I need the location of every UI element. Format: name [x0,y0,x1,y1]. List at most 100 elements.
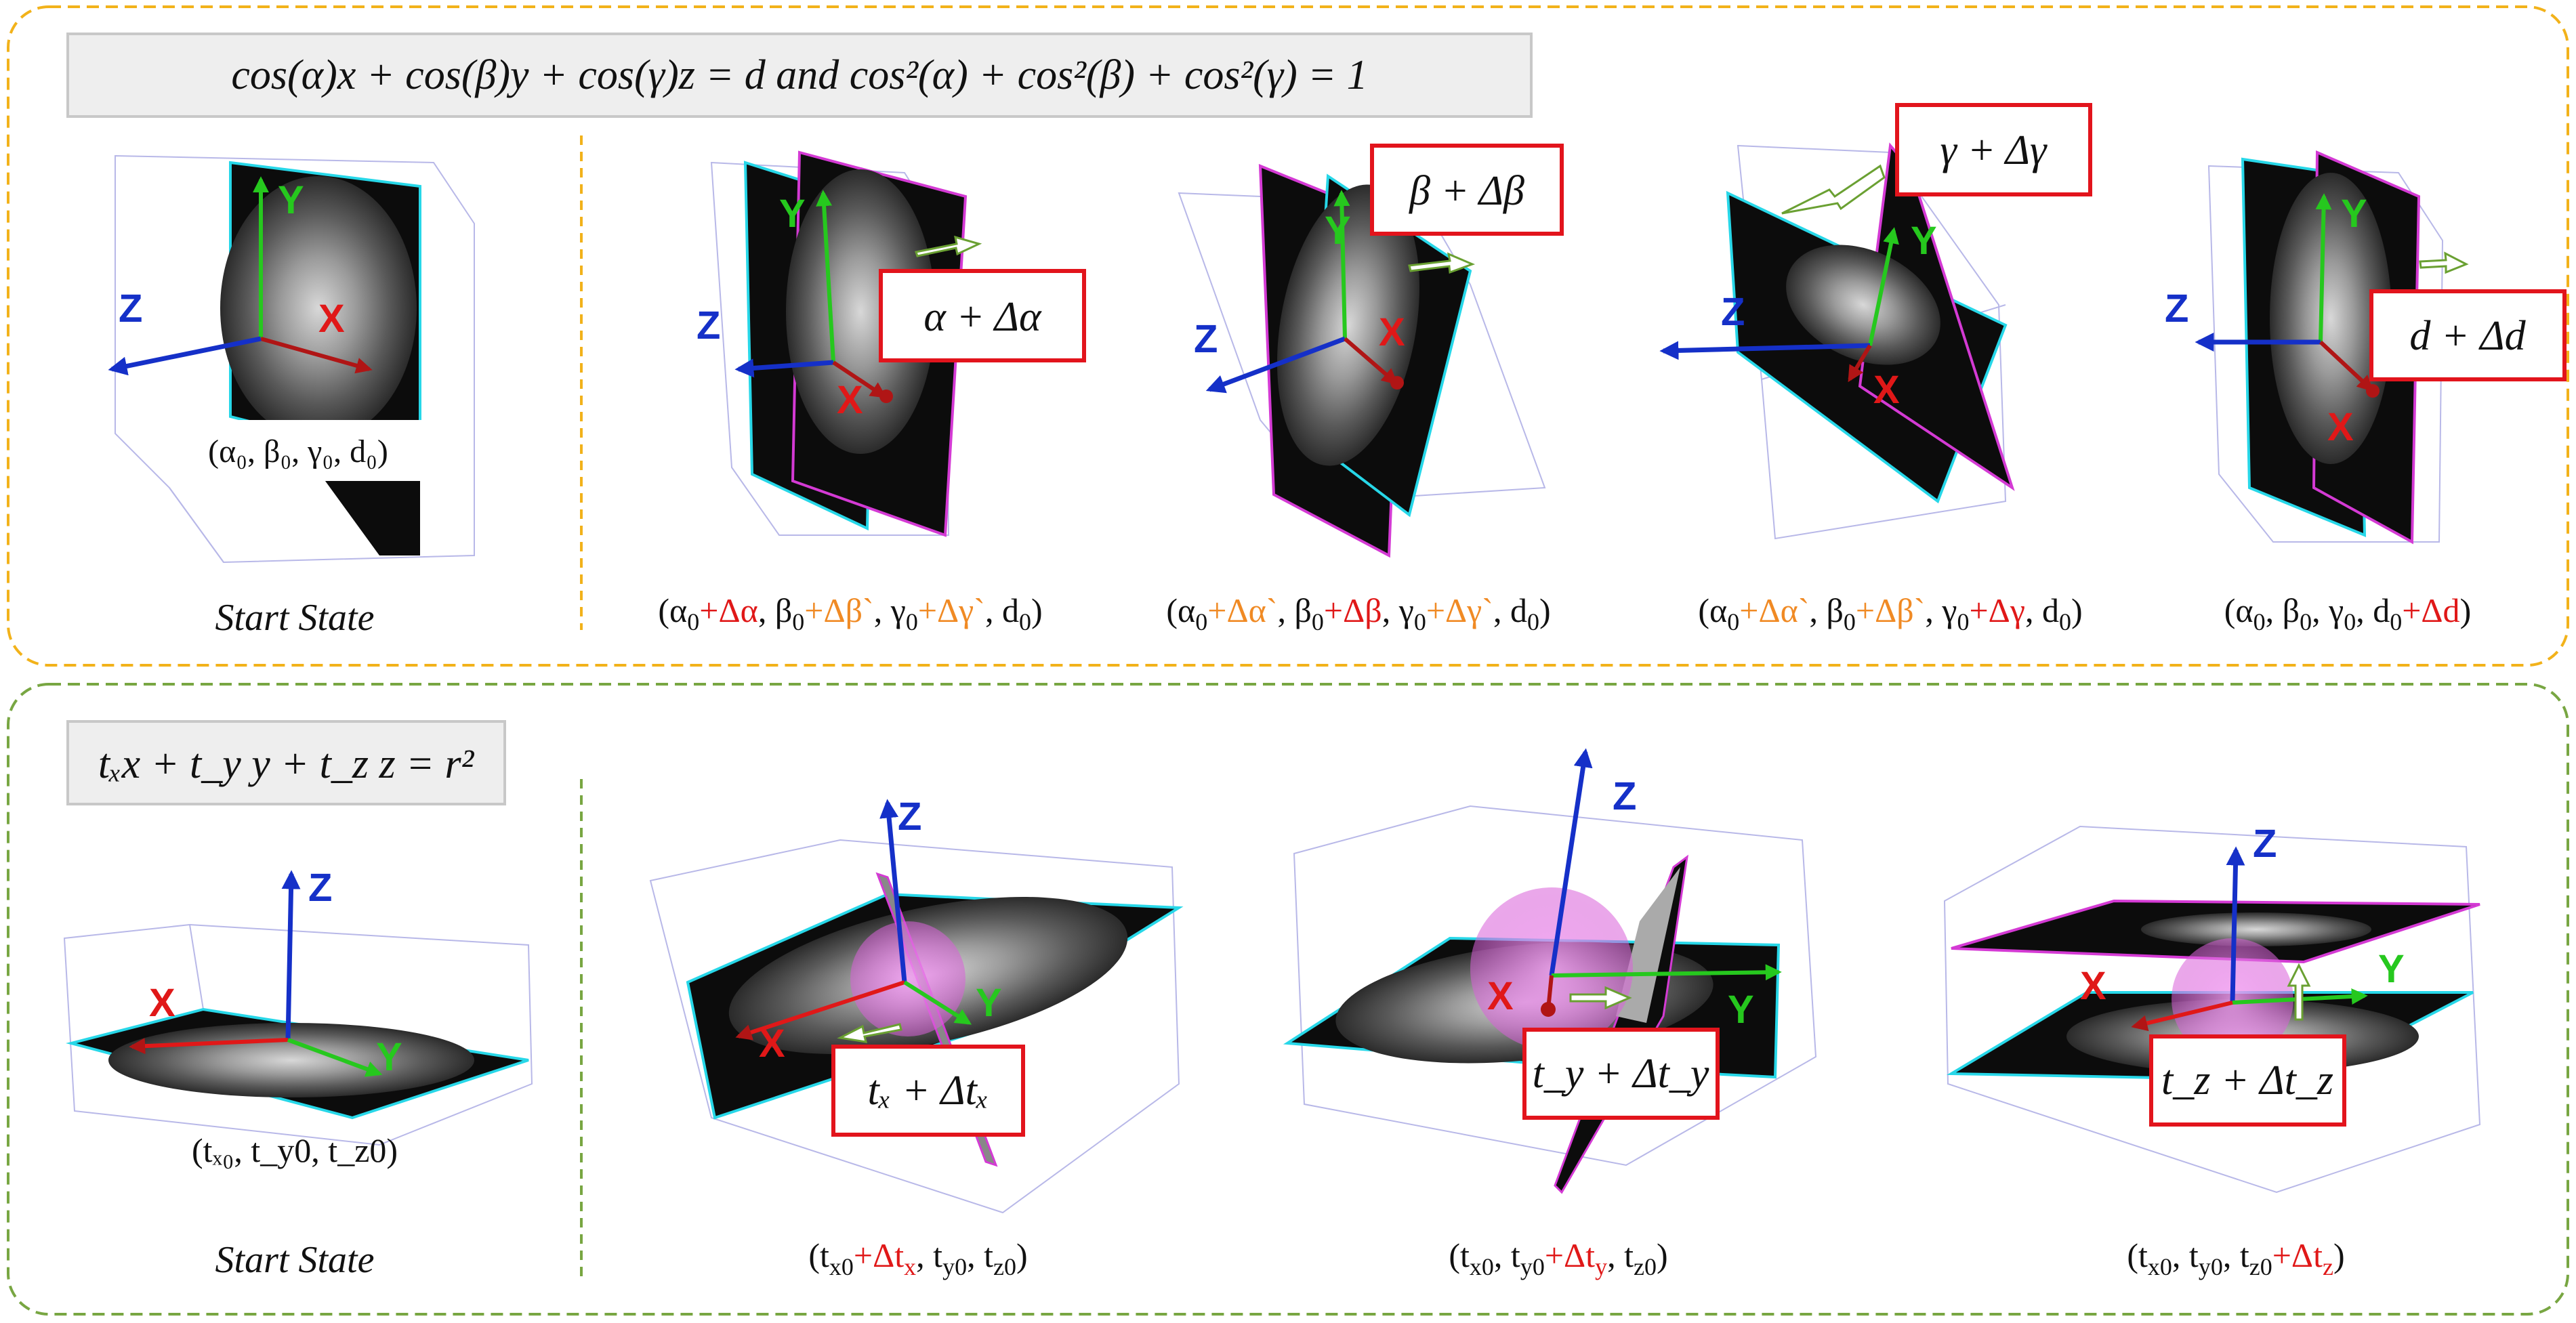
bottom-start-params: (tₓ₀, t_y0, t_z0) [192,1131,398,1169]
caption-segment: 0 [687,608,699,635]
caption-segment: z0 [993,1253,1016,1280]
caption-segment: ) [1016,1236,1028,1274]
axis-label-x: X [1379,310,1405,354]
axis-label-x: X [759,1022,785,1066]
caption-segment: +Δα [699,591,758,629]
axis-label-z: Z [2165,287,2188,331]
caption-segment: , d [2356,591,2390,629]
caption-segment: ) [1539,591,1551,629]
caption-segment: +Δt [1545,1236,1595,1274]
caption-segment: 0 [1312,608,1324,635]
caption-segment: +Δt [2272,1236,2323,1274]
caption-segment: +Δα` [1739,591,1809,629]
caption-segment: 0 [1527,608,1539,635]
caption-segment: , d [985,591,1019,629]
caption-segment: ) [1031,591,1043,629]
axis-label-z: Z [2253,822,2277,866]
top-panel-d: Y Z X d + Δd [2165,152,2564,542]
caption-segment: , t [1607,1236,1634,1274]
caption-segment: 0 [1957,608,1969,635]
caption-segment: (α [2224,591,2253,629]
axis-label-x: X [2327,405,2354,449]
axis-label-x: X [837,378,863,422]
axis-label-x: X [1873,368,1900,412]
caption-segment: ) [2333,1236,2345,1274]
caption-segment: 0 [792,608,804,635]
caption-segment: , β [758,591,792,629]
axis-label-z: Z [119,287,142,331]
caption-segment: z0 [1634,1253,1657,1280]
axis-label-z: Z [1721,290,1745,334]
axis-label-z: Z [898,795,921,839]
caption-segment: y0 [1520,1253,1545,1280]
top-caption-2: (α0+Δα`, β0+Δβ, γ0+Δγ`, d0) [1166,591,1550,635]
caption-segment: z [2323,1253,2333,1280]
param-box-text: γ + Δγ [1940,127,2048,173]
caption-segment: +Δα` [1207,591,1277,629]
axis-label-y: Y [1325,209,1351,253]
caption-segment: 0 [906,608,918,635]
param-box-text: t_z + Δt_z [2161,1057,2333,1104]
bottom-panel-tx: Z X Y tₓ + Δtₓ [650,795,1179,1213]
caption-segment: (t [808,1236,829,1274]
top-equation: cos(α)x + cos(β)y + cos(γ)z = d and cos²… [231,52,1367,98]
top-start-params: (α₀, β₀, γ₀, d₀) [208,434,388,469]
caption-segment: 0 [2390,608,2402,635]
axis-label-x: X [149,981,175,1025]
caption-segment: (α [658,591,687,629]
caption-segment: (t [1449,1236,1470,1274]
caption-segment: 0 [1727,608,1739,635]
caption-segment: , d [2025,591,2059,629]
caption-segment: +Δβ` [1856,591,1925,629]
bottom-caption-3: (tx0, ty0, tz0+Δtz) [2127,1236,2344,1280]
param-box-text: β + Δβ [1409,168,1524,214]
caption-segment: , β [2266,591,2300,629]
axis-label-x: X [318,297,345,341]
caption-segment: ) [2460,591,2472,629]
top-equation-box: cos(α)x + cos(β)y + cos(γ)z = d and cos²… [68,34,1531,117]
axis-label-y: Y [2378,947,2405,991]
bottom-caption-1: (tx0+Δtx, ty0, tz0) [808,1236,1027,1280]
caption-segment: +Δγ [1969,591,2024,629]
axis-label-z: Z [308,866,332,910]
caption-segment: x0 [1470,1253,1494,1280]
caption-segment: 0 [2344,608,2356,635]
bottom-caption-2: (tx0, ty0+Δty, tz0) [1449,1236,1667,1280]
caption-segment: , γ [1925,591,1957,629]
bottom-equation: tₓx + t_y y + t_z z = r² [98,741,475,787]
caption-segment: (t [2127,1236,2148,1274]
param-box-text: t_y + Δt_y [1533,1051,1709,1097]
caption-segment: , γ [2312,591,2344,629]
caption-segment: z0 [2249,1253,2272,1280]
axis-label-y: Y [976,981,1002,1025]
top-caption-4: (α0, β0, γ0, d0+Δd) [2224,591,2471,635]
caption-segment: , t [2172,1236,2199,1274]
caption-segment: (α [1698,591,1727,629]
caption-segment: , d [1493,591,1527,629]
caption-segment: , t [1494,1236,1520,1274]
caption-segment: +Δγ` [918,591,985,629]
caption-segment: , t [967,1236,993,1274]
bottom-start-label: Start State [215,1239,375,1281]
axis-label-y: Y [278,178,304,222]
bottom-equation-box: tₓx + t_y y + t_z z = r² [68,721,505,804]
axis-label-y: Y [2341,192,2367,236]
caption-segment: +Δβ` [804,591,873,629]
motion-arrow [1782,166,1884,213]
caption-segment: (α [1166,591,1195,629]
caption-segment: ) [1657,1236,1668,1274]
param-box-text: α + Δα [923,294,1042,340]
caption-segment: 0 [1844,608,1856,635]
caption-segment: +Δγ` [1426,591,1493,629]
param-box-text: d + Δd [2409,313,2526,359]
caption-segment: y0 [942,1253,967,1280]
top-caption-1: (α0+Δα, β0+Δβ`, γ0+Δγ`, d0) [658,591,1042,635]
axis-label-y: Y [376,1035,402,1079]
caption-segment: 0 [1019,608,1031,635]
top-panel-gamma: Y Z X γ + Δγ [1663,105,2090,539]
top-caption-3: (α0+Δα`, β0+Δβ`, γ0+Δγ, d0) [1698,591,2082,635]
caption-segment: y0 [2199,1253,2223,1280]
caption-segment: y [1595,1253,1607,1280]
caption-segment: 0 [1414,608,1426,635]
